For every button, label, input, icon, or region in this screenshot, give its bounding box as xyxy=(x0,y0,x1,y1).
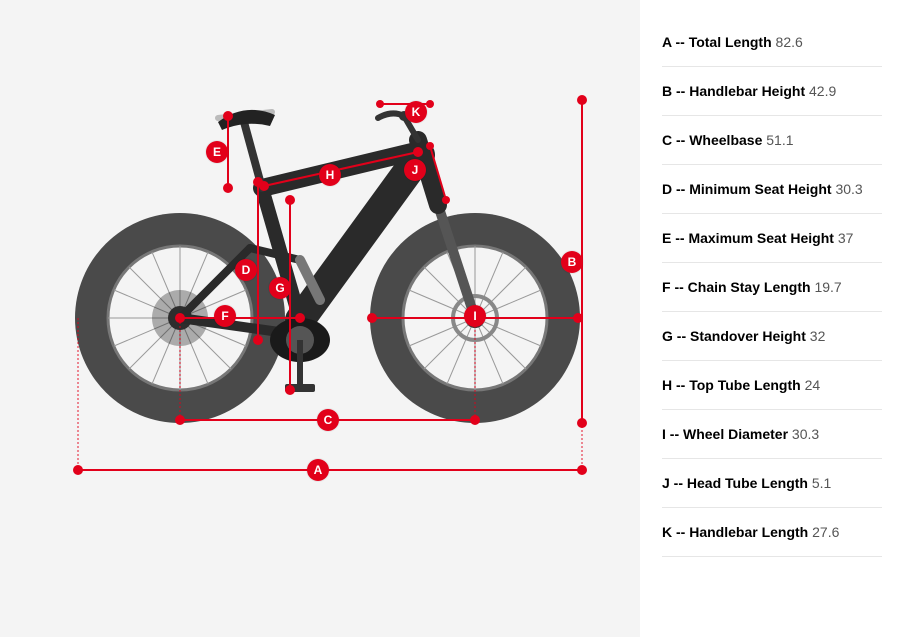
spec-row-e: E -- Maximum Seat Height 37 xyxy=(662,214,882,263)
spec-label: D -- Minimum Seat Height xyxy=(662,181,832,197)
spec-row-g: G -- Standover Height 32 xyxy=(662,312,882,361)
spec-row-f: F -- Chain Stay Length 19.7 xyxy=(662,263,882,312)
spec-value: 42.9 xyxy=(809,83,836,99)
spec-row-a: A -- Total Length 82.6 xyxy=(662,18,882,67)
dimension-badge-a: A xyxy=(307,459,329,481)
spec-value: 5.1 xyxy=(812,475,831,491)
spec-row-c: C -- Wheelbase 51.1 xyxy=(662,116,882,165)
dimension-badge-g: G xyxy=(269,277,291,299)
spec-value: 30.3 xyxy=(792,426,819,442)
spec-row-j: J -- Head Tube Length 5.1 xyxy=(662,459,882,508)
dimension-badge-j: J xyxy=(404,159,426,181)
spec-label: F -- Chain Stay Length xyxy=(662,279,811,295)
spec-value: 51.1 xyxy=(766,132,793,148)
dimension-badge-f: F xyxy=(214,305,236,327)
spec-row-d: D -- Minimum Seat Height 30.3 xyxy=(662,165,882,214)
spec-list: A -- Total Length 82.6B -- Handlebar Hei… xyxy=(640,0,900,637)
dimension-badge-h: H xyxy=(319,164,341,186)
spec-label: K -- Handlebar Length xyxy=(662,524,808,540)
spec-label: I -- Wheel Diameter xyxy=(662,426,788,442)
spec-label: G -- Standover Height xyxy=(662,328,806,344)
spec-value: 19.7 xyxy=(814,279,841,295)
bike-diagram: A B C D E F G H I J K xyxy=(0,0,640,637)
dimension-badge-k: K xyxy=(405,101,427,123)
dimension-badge-c: C xyxy=(317,409,339,431)
spec-value: 32 xyxy=(810,328,826,344)
bike-svg xyxy=(0,0,640,637)
spec-row-k: K -- Handlebar Length 27.6 xyxy=(662,508,882,557)
spec-value: 37 xyxy=(838,230,854,246)
dimension-badge-d: D xyxy=(235,259,257,281)
spec-value: 24 xyxy=(805,377,821,393)
spec-label: B -- Handlebar Height xyxy=(662,83,805,99)
spec-label: A -- Total Length xyxy=(662,34,772,50)
dimension-badge-e: E xyxy=(206,141,228,163)
spec-label: H -- Top Tube Length xyxy=(662,377,801,393)
dimension-badge-i: I xyxy=(464,305,486,327)
spec-value: 27.6 xyxy=(812,524,839,540)
spec-row-b: B -- Handlebar Height 42.9 xyxy=(662,67,882,116)
spec-row-h: H -- Top Tube Length 24 xyxy=(662,361,882,410)
dimension-badge-b: B xyxy=(561,251,583,273)
spec-value: 30.3 xyxy=(835,181,862,197)
spec-label: C -- Wheelbase xyxy=(662,132,762,148)
spec-value: 82.6 xyxy=(776,34,803,50)
spec-label: J -- Head Tube Length xyxy=(662,475,808,491)
spec-label: E -- Maximum Seat Height xyxy=(662,230,834,246)
spec-row-i: I -- Wheel Diameter 30.3 xyxy=(662,410,882,459)
